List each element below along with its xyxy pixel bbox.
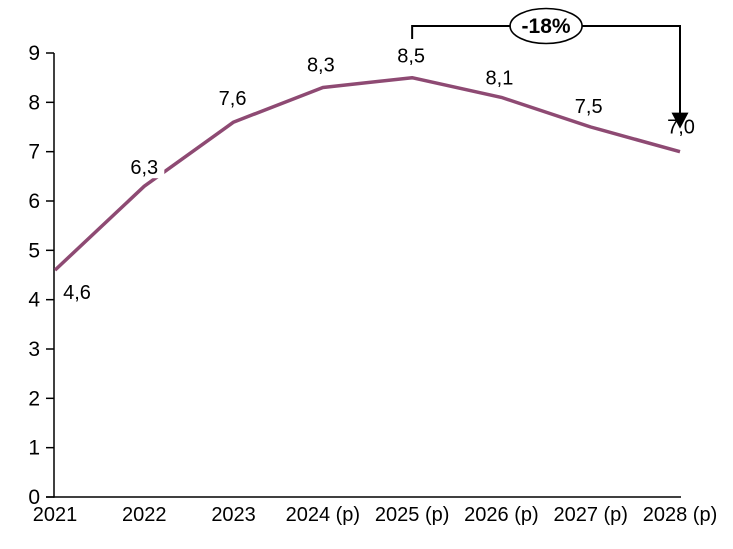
y-tick-label: 8 — [28, 91, 40, 114]
data-label: 6,3 — [130, 157, 158, 179]
data-label: 7,6 — [219, 88, 247, 110]
data-label-bg — [568, 95, 609, 117]
data-label: 8,3 — [307, 55, 335, 77]
x-axis-tick-labels: 2021 2022 2023 2024 (p) 2025 (p) 2026 (p) 2027… — [33, 504, 718, 526]
data-label: 4,6 — [63, 282, 91, 304]
data-label-bg — [391, 44, 432, 67]
data-label: 7,5 — [575, 96, 603, 118]
y-tick-label: 6 — [28, 190, 40, 213]
data-label-bg — [212, 87, 253, 110]
y-axis-ticks — [46, 52, 54, 498]
y-tick-label: 9 — [28, 42, 40, 65]
x-tick-label: 2023 — [211, 504, 256, 526]
y-tick-label: 7 — [28, 141, 40, 164]
y-tick-label: 5 — [28, 239, 40, 262]
data-label: 7,0 — [667, 117, 695, 139]
x-tick-label: 2022 — [122, 504, 167, 526]
data-label-bg — [124, 156, 165, 179]
x-tick-label: 2028 (p) — [643, 504, 718, 526]
change-annotation: -18% — [411, 7, 689, 129]
y-tick-label: 2 — [28, 387, 40, 410]
data-label-bg — [300, 53, 341, 76]
annotation-ellipse — [509, 7, 583, 45]
data-label: 8,5 — [397, 46, 425, 68]
x-tick-label: 2026 (p) — [464, 504, 539, 526]
data-label: 8,1 — [486, 67, 514, 89]
x-tick-label: 2024 (p) — [286, 504, 361, 526]
x-tick-label: 2027 (p) — [553, 504, 628, 526]
x-tick-label: 2025 (p) — [375, 504, 450, 526]
y-tick-label: 1 — [28, 437, 40, 460]
data-labels: 4,6 6,3 7,6 8,3 8,5 8,1 7,5 7,0 — [57, 44, 701, 304]
annotation-label: -18% — [522, 15, 571, 38]
x-tick-label: 2021 — [33, 504, 78, 526]
axes — [46, 53, 681, 498]
y-axis-tick-labels: 0 1 2 3 4 5 6 7 8 9 — [28, 42, 40, 509]
y-tick-label: 3 — [28, 338, 40, 361]
y-tick-label: 4 — [28, 289, 40, 312]
y-tick-label: 0 — [28, 486, 40, 509]
arrowhead-down-icon — [671, 112, 689, 129]
data-label-bg — [57, 281, 97, 304]
data-label-bg — [479, 66, 520, 89]
